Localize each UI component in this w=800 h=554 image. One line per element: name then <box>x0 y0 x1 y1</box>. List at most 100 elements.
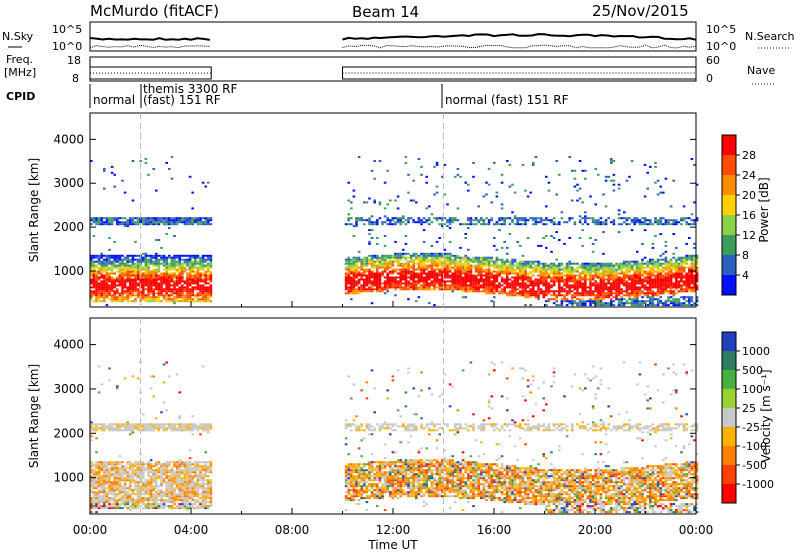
range-gate-cell <box>555 264 558 267</box>
range-gate-cell <box>386 264 389 267</box>
range-gate-cell <box>506 252 509 255</box>
range-gate-cell <box>92 427 96 430</box>
range-gate-cell <box>129 493 132 496</box>
range-gate-cell <box>560 278 564 281</box>
range-gate-cell <box>95 282 98 285</box>
range-gate-cell <box>383 244 387 247</box>
range-gate-cell <box>433 286 436 289</box>
range-gate-cell <box>160 280 163 283</box>
range-gate-cell <box>677 286 681 289</box>
range-gate-cell <box>113 286 116 289</box>
range-gate-cell <box>513 268 517 271</box>
range-gate-cell <box>136 288 140 291</box>
range-gate-cell <box>131 266 135 269</box>
range-gate-cell <box>97 465 101 468</box>
range-gate-cell <box>204 286 207 289</box>
range-gate-cell <box>199 256 202 259</box>
range-gate-cell <box>511 290 514 293</box>
range-gate-cell <box>534 282 538 285</box>
range-gate-cell <box>693 219 696 222</box>
range-gate-cell <box>420 266 423 269</box>
range-gate-cell <box>584 270 587 273</box>
range-gate-cell <box>370 229 374 232</box>
range-gate-cell <box>136 266 140 269</box>
range-gate-cell <box>542 282 545 285</box>
range-gate-cell <box>134 473 137 476</box>
range-gate-cell <box>123 501 127 504</box>
range-gate-cell <box>591 221 595 224</box>
range-gate-cell <box>438 264 441 267</box>
range-gate-cell <box>157 300 161 303</box>
range-gate-cell <box>649 266 652 269</box>
range-gate-cell <box>563 290 566 293</box>
freq-label-1: Freq. <box>6 53 33 66</box>
range-gate-cell <box>191 221 194 224</box>
range-gate-cell <box>92 254 96 257</box>
range-gate-cell <box>667 304 670 307</box>
range-gate-cell <box>415 274 418 277</box>
range-gate-cell <box>118 505 122 508</box>
range-gate-cell <box>469 268 473 271</box>
range-gate-cell <box>160 507 163 510</box>
range-gate-cell <box>170 477 174 480</box>
range-gate-cell <box>157 254 161 257</box>
range-gate-cell <box>378 201 382 204</box>
range-gate-cell <box>373 262 376 265</box>
range-gate-cell <box>659 254 662 257</box>
range-gate-cell <box>368 229 371 232</box>
range-gate-cell <box>560 286 564 289</box>
range-gate-cell <box>617 217 621 220</box>
range-gate-cell <box>149 469 153 472</box>
range-gate-cell <box>383 282 387 285</box>
range-gate-cell <box>581 302 584 305</box>
range-gate-cell <box>103 507 106 510</box>
range-gate-cell <box>207 219 210 222</box>
range-gate-cell <box>547 292 551 295</box>
range-gate-cell <box>152 425 155 428</box>
range-gate-cell <box>415 300 418 303</box>
range-gate-cell <box>485 264 488 267</box>
range-gate-cell <box>378 203 382 206</box>
range-gate-cell <box>123 191 127 194</box>
range-gate-cell <box>597 282 600 285</box>
range-gate-cell <box>628 262 631 265</box>
range-gate-cell <box>404 278 408 281</box>
range-gate-cell <box>477 282 480 285</box>
range-gate-cell <box>623 278 626 281</box>
range-gate-cell <box>100 425 103 428</box>
range-gate-cell <box>113 260 116 263</box>
range-gate-cell <box>597 266 600 269</box>
range-gate-cell <box>646 304 649 307</box>
range-gate-cell <box>152 223 155 226</box>
range-gate-cell <box>110 300 114 303</box>
range-gate-cell <box>360 284 363 287</box>
range-gate-cell <box>160 505 163 508</box>
range-gate-cell <box>454 268 457 271</box>
range-gate-cell <box>441 264 444 267</box>
range-gate-cell <box>142 489 145 492</box>
colorbar-swatch <box>722 215 736 235</box>
range-gate-cell <box>116 493 119 496</box>
range-gate-cell <box>113 505 116 508</box>
range-gate-cell <box>376 290 379 293</box>
range-gate-cell <box>113 284 116 287</box>
range-gate-cell <box>165 290 168 293</box>
range-gate-cell <box>347 290 350 293</box>
range-gate-cell <box>584 276 587 279</box>
range-gate-cell <box>599 284 603 287</box>
range-gate-cell <box>142 507 145 510</box>
range-gate-cell <box>688 286 691 289</box>
range-gate-cell <box>121 266 124 269</box>
range-gate-cell <box>194 294 197 297</box>
range-gate-cell <box>636 296 639 299</box>
range-gate-cell <box>412 219 415 222</box>
range-gate-cell <box>209 280 213 283</box>
range-gate-cell <box>604 304 608 307</box>
range-gate-cell <box>110 487 114 490</box>
range-gate-cell <box>368 240 371 243</box>
range-gate-cell <box>482 282 486 285</box>
range-gate-cell <box>649 296 652 299</box>
range-gate-cell <box>610 284 613 287</box>
range-gate-cell <box>656 294 660 297</box>
range-gate-cell <box>568 300 571 303</box>
